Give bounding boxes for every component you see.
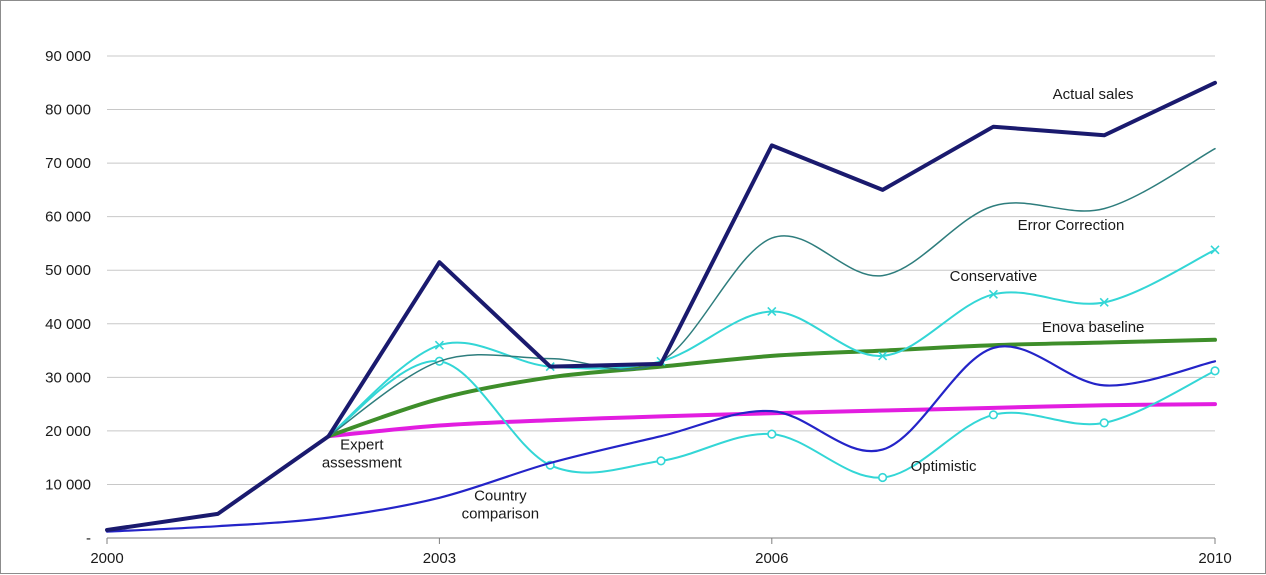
data-point-optimistic [877,472,888,483]
annotation-country: Country comparison [462,488,540,523]
annotation-enova: Enova baseline [1042,319,1145,336]
y-tick-label: 30 000 [45,369,91,386]
data-point-conservative [1099,297,1109,307]
series-error-correction [327,147,1216,437]
series-enova-baseline [326,337,1217,439]
x-tick-label: 2003 [423,550,456,567]
series-line-expert-assessment [326,402,1217,439]
data-point-optimistic [1210,366,1220,376]
data-point-optimistic [767,429,777,439]
data-point-optimistic [988,410,999,420]
annotation-actual: Actual sales [1053,86,1134,103]
data-point-conservative [878,351,888,361]
data-point-conservative [434,340,444,350]
y-tick-label: 40 000 [45,316,91,333]
y-tick-label: 80 000 [45,102,91,119]
y-tick-label: 60 000 [45,209,91,226]
x-tick-label: 2006 [755,550,788,567]
y-tick-labels: - 10 000 20 000 30 000 40 000 50 000 60 000 70 … [45,48,91,547]
y-tick-label: 20 000 [45,423,91,440]
data-point-optimistic [1099,418,1109,428]
annotation-conservative: Conservative [950,268,1038,285]
annotation-optimistic: Optimistic [911,458,977,475]
annotation-errcorr: Error Correction [1018,217,1125,234]
series-country-comparison [105,345,1217,533]
series-line-country-comparison [105,345,1217,533]
y-tick-label: 50 000 [45,262,91,279]
series-expert-assessment [326,402,1217,439]
data-point-conservative [988,289,998,299]
series-actual-sales [105,80,1217,532]
annotations: Actual sales Error Correction Conservative… [322,86,1145,523]
series-lines [105,80,1220,533]
data-point-conservative [767,306,777,317]
y-tick-label: 70 000 [45,155,91,172]
series-optimistic [327,356,1220,483]
x-tick-labels: 2000 2003 2006 2010 [90,538,1232,567]
x-tick-label: 2010 [1198,550,1231,567]
series-line-error-correction [327,147,1216,437]
x-tick-label: 2000 [90,550,123,567]
series-line-actual-sales [105,80,1217,532]
annotation-expert: Expert assessment [322,437,403,472]
series-line-enova-baseline [326,337,1217,439]
y-tick-label: 10 000 [45,476,91,493]
gridlines [107,55,1215,485]
data-point-optimistic [656,456,666,466]
y-tick-label: - [86,530,91,547]
y-tick-label: 90 000 [45,48,91,65]
data-point-conservative [1210,245,1220,255]
